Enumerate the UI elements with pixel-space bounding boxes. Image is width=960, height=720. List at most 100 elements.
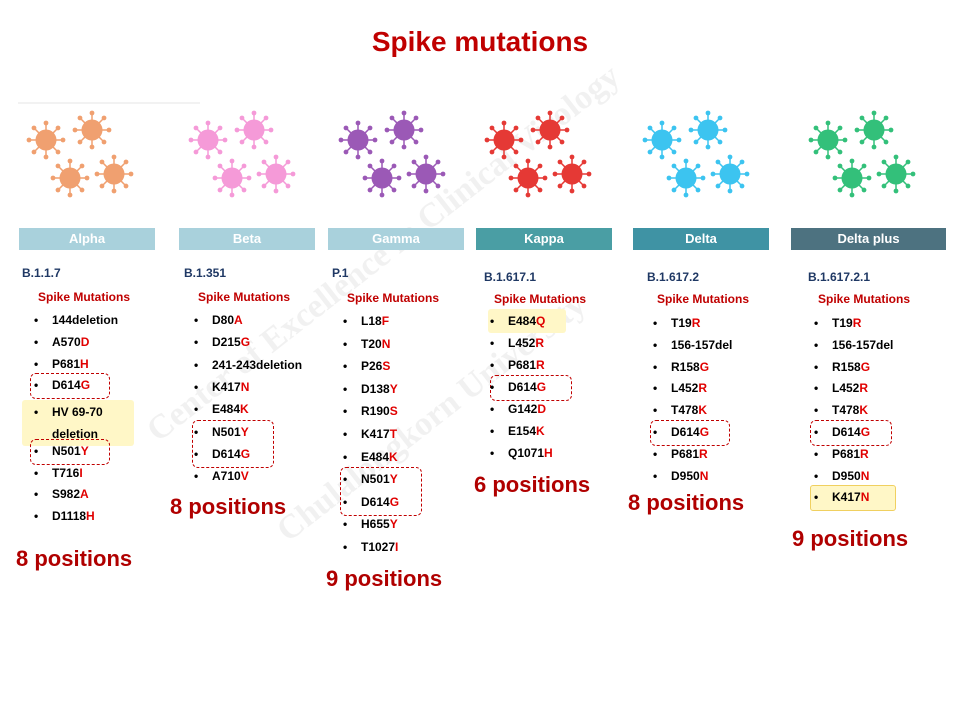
bullet-icon: • (814, 468, 819, 483)
mutation-substitution: G (240, 446, 251, 461)
spike-mutations-label: Spike Mutations (494, 292, 587, 306)
virus-particle-icon (666, 158, 706, 198)
positions-count: 9 positions (326, 566, 443, 591)
virus-particle-icon (362, 158, 402, 198)
bullet-icon: • (194, 335, 199, 350)
mutation-item: • K417T (343, 427, 397, 441)
mutation-item: • K417N (194, 380, 249, 394)
mutation-item: • T19R (814, 316, 861, 330)
mutation-base: D138 (361, 381, 390, 396)
virus-particle-icon (710, 154, 750, 194)
mutation-base: D614 (508, 380, 537, 394)
dashed-highlight-box (810, 420, 892, 446)
mutation-item: • P681R (814, 447, 869, 461)
mutation-base: 144deletion (52, 313, 119, 327)
mutation-item: • D614G (343, 495, 399, 509)
positions-count: 8 positions (628, 490, 745, 515)
bullet-icon: • (653, 468, 658, 483)
dashed-highlight-box (490, 375, 572, 401)
virus-particle-icon (854, 110, 894, 150)
mutation-base: L452 (508, 336, 536, 350)
mutation-item: • L452R (814, 381, 868, 395)
mutation-item: • A710V (194, 469, 249, 483)
mutation-item: • D950N (653, 469, 708, 483)
bullet-icon: • (34, 334, 39, 349)
mutation-base: E484 (508, 314, 537, 328)
mutation-item: • D1118H (34, 509, 95, 523)
mutation-base: T1027 (361, 540, 396, 554)
mutation-substitution: R (852, 316, 862, 330)
bullet-icon: • (343, 449, 348, 464)
mutation-substitution: R (698, 381, 708, 396)
mutation-base: Q1071 (508, 446, 545, 460)
variant-label-alpha: Alpha (19, 228, 155, 250)
mutation-substitution: K (698, 403, 708, 418)
mutation-base: N501 (52, 443, 81, 458)
variant-label-beta: Beta (179, 228, 315, 250)
spike-mutations-label: Spike Mutations (657, 292, 750, 306)
dashed-highlight-box (30, 438, 110, 465)
virus-particle-icon (688, 110, 728, 150)
bullet-icon: • (343, 359, 348, 374)
bullet-icon: • (814, 316, 819, 330)
mutation-base: P26 (361, 359, 383, 374)
mutation-base: L18 (361, 314, 382, 328)
mutation-base: K417 (212, 379, 241, 394)
dashed-highlight-box (340, 467, 422, 516)
mutation-base: L452 (671, 381, 699, 396)
highlight-box (810, 485, 896, 512)
mutation-substitution: G (860, 359, 871, 374)
mutation-base: P681 (671, 446, 700, 461)
mutation-substitution: R (699, 446, 708, 461)
mutation-item: • T19R (653, 316, 700, 330)
mutation-base: R158 (671, 359, 700, 374)
bullet-icon: • (490, 314, 495, 328)
dashed-highlight-box (192, 419, 274, 468)
virus-illustration (188, 110, 296, 198)
mutation-substitution: K (389, 449, 398, 464)
bullet-icon: • (343, 381, 348, 396)
virus-particle-icon (876, 154, 916, 194)
mutation-base: D215 (212, 335, 241, 350)
bullet-icon: • (814, 490, 819, 505)
bullet-icon: • (194, 446, 199, 461)
mutation-substitution: N (860, 490, 870, 505)
mutation-item: • D215G (194, 335, 250, 349)
virus-illustration (484, 110, 592, 198)
virus-particle-icon (338, 120, 378, 160)
mutation-base: P681 (832, 446, 861, 461)
mutation-item: • T716I (34, 466, 83, 480)
highlight-box (22, 400, 134, 446)
virus-illustration (338, 110, 446, 198)
virus-particle-icon (50, 158, 90, 198)
bullet-icon: • (194, 402, 199, 417)
mutation-item: deletion (34, 427, 98, 441)
mutation-item: • E484K (343, 450, 398, 464)
bullet-icon: • (34, 509, 39, 524)
mutation-item: • E154K (490, 424, 545, 438)
mutation-substitution: N (240, 379, 250, 394)
mutation-substitution: V (240, 469, 249, 484)
mutation-base: E484 (361, 449, 390, 464)
virus-illustration (808, 110, 916, 198)
mutation-substitution: Q (536, 314, 546, 328)
mutation-substitution: S (389, 404, 398, 419)
mutation-substitution: G (240, 335, 251, 350)
bullet-icon: • (194, 357, 199, 372)
mutation-base: R190 (361, 404, 390, 419)
mutation-item: • 241-243deletion (194, 358, 302, 372)
bullet-icon: • (653, 403, 658, 418)
mutation-item: • P681R (490, 358, 545, 372)
bullet-icon: • (653, 381, 658, 396)
variant-label-kappa: Kappa (476, 228, 612, 250)
bullet-icon: • (490, 402, 495, 416)
bullet-icon: • (343, 314, 348, 328)
bullet-icon: • (814, 337, 819, 352)
mutation-base: D614 (52, 378, 81, 393)
mutation-substitution: F (381, 314, 390, 328)
mutation-substitution: G (80, 378, 91, 393)
variant-label-gamma: Gamma (328, 228, 464, 250)
spike-mutations-label: Spike Mutations (198, 290, 291, 304)
bullet-icon: • (34, 443, 39, 458)
mutation-base: D614 (361, 494, 390, 509)
